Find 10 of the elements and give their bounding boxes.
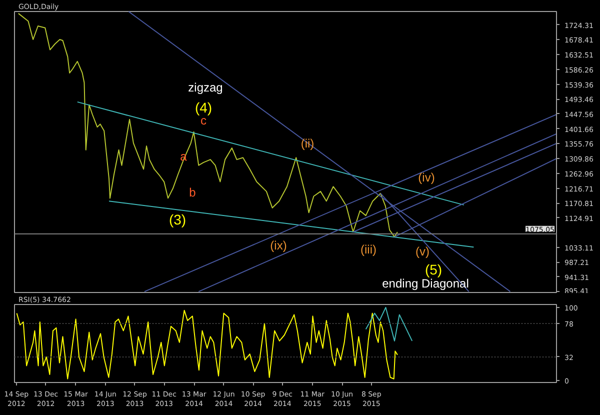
annotation: (3) xyxy=(168,212,186,228)
annotation: (ix) xyxy=(270,238,287,252)
annotation: c xyxy=(200,114,206,128)
annotation: (4) xyxy=(194,100,212,116)
annotation: (iii) xyxy=(360,242,377,256)
annotation: b xyxy=(189,186,196,200)
annotation: zigzag xyxy=(188,80,223,94)
annotation: (v) xyxy=(416,244,430,258)
annotation: (5) xyxy=(424,262,442,278)
annotation: (iv) xyxy=(418,170,435,184)
